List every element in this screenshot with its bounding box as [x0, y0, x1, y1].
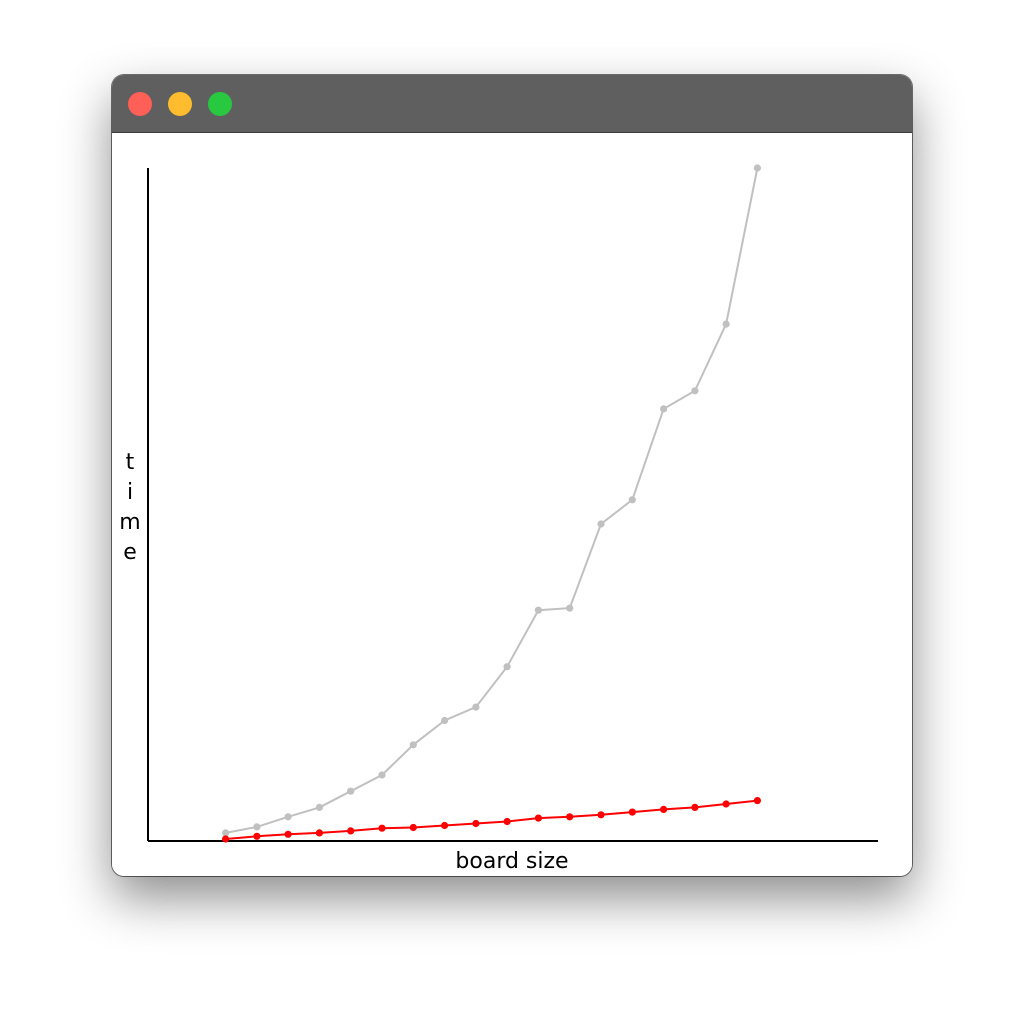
data-point-0-0 [222, 829, 230, 837]
data-point-0-6 [409, 741, 417, 749]
title-bar[interactable] [112, 75, 912, 133]
data-point-1-1 [253, 832, 261, 840]
data-point-1-14 [660, 805, 668, 814]
data-point-0-1 [253, 823, 261, 831]
data-point-0-12 [597, 520, 605, 528]
data-point-1-7 [441, 821, 449, 830]
data-point-1-13 [628, 808, 636, 816]
data-point-0-9 [503, 663, 511, 671]
data-point-0-7 [441, 716, 449, 725]
data-point-1-6 [409, 823, 417, 832]
data-point-1-11 [566, 813, 574, 821]
maximize-button[interactable] [208, 92, 232, 116]
data-point-1-17 [753, 797, 762, 805]
y-axis-label-char: m [119, 510, 140, 535]
data-point-0-8 [472, 703, 480, 711]
data-point-0-4 [347, 787, 355, 795]
data-point-1-9 [503, 817, 511, 826]
data-point-1-2 [284, 830, 292, 838]
close-button[interactable] [128, 92, 152, 116]
y-axis-label-char: e [123, 540, 137, 565]
series-layer [222, 164, 762, 843]
y-axis-label-char: t [126, 450, 135, 475]
data-point-1-15 [691, 803, 699, 812]
data-point-0-17 [753, 164, 762, 172]
y-axis-label-char: i [127, 480, 133, 505]
data-point-1-16 [722, 800, 730, 808]
x-axis-label: board size [455, 849, 568, 874]
data-point-0-14 [660, 405, 668, 413]
data-point-0-3 [315, 803, 323, 812]
data-point-0-11 [566, 604, 574, 612]
data-point-0-15 [691, 387, 699, 395]
data-point-0-5 [378, 771, 386, 779]
data-point-0-16 [722, 320, 730, 328]
data-point-0-2 [284, 813, 292, 821]
data-point-1-12 [597, 811, 605, 819]
series-line-1 [225, 799, 758, 840]
data-point-1-5 [378, 824, 386, 832]
data-point-0-13 [628, 496, 636, 504]
minimize-button[interactable] [168, 92, 192, 116]
data-point-1-8 [472, 819, 480, 828]
data-point-1-3 [315, 829, 323, 837]
data-point-0-10 [534, 606, 542, 614]
data-point-1-4 [347, 827, 355, 835]
data-point-1-0 [222, 835, 230, 843]
data-point-1-10 [534, 814, 542, 822]
series-line-0 [225, 167, 759, 834]
